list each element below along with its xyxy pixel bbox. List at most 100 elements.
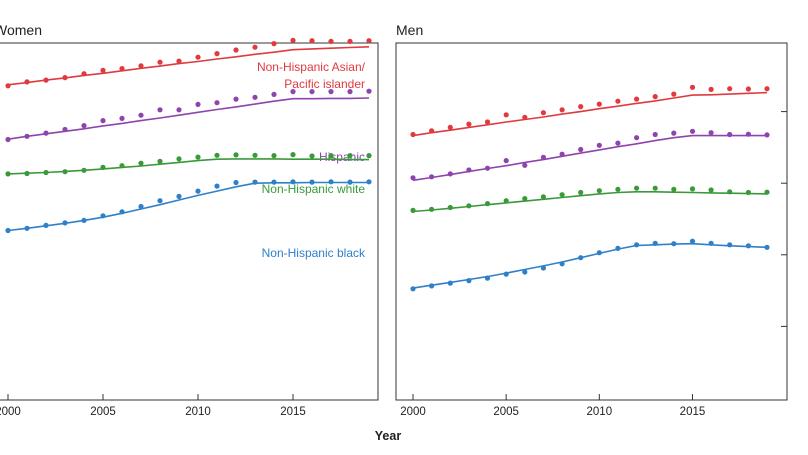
data-point <box>652 94 658 100</box>
series-2: Non-Hispanic white <box>5 152 372 196</box>
data-point <box>429 283 435 289</box>
data-point <box>745 189 752 196</box>
trend-line <box>412 242 768 289</box>
data-point <box>764 189 770 195</box>
data-point <box>522 196 528 202</box>
data-point <box>81 167 87 173</box>
data-point <box>43 169 49 176</box>
data-point <box>764 244 770 250</box>
data-point <box>62 126 68 133</box>
data-point <box>708 187 714 193</box>
data-point <box>252 179 258 185</box>
x-tick-label: 2000 <box>0 406 21 418</box>
data-point <box>119 209 125 215</box>
data-point <box>176 107 182 113</box>
data-point <box>157 59 163 65</box>
data-point <box>24 133 30 139</box>
series-label: Pacific islander <box>284 77 365 91</box>
data-point <box>484 201 491 207</box>
series-1 <box>410 128 770 182</box>
series-2 <box>410 185 770 213</box>
series-label: Non-Hispanic white <box>262 182 366 196</box>
data-point <box>328 38 334 45</box>
data-point <box>671 241 677 247</box>
data-point <box>689 238 696 244</box>
data-point <box>745 243 752 249</box>
series-0: Non-Hispanic Asian/Pacific islander <box>5 37 372 91</box>
data-point <box>347 153 353 159</box>
data-point <box>347 179 353 185</box>
data-point <box>290 152 296 158</box>
data-point <box>81 123 87 129</box>
x-axis-title: Year <box>375 429 402 443</box>
data-point <box>290 89 296 95</box>
data-point <box>347 38 353 45</box>
data-point <box>540 265 547 271</box>
data-point <box>100 118 106 124</box>
data-point <box>43 130 49 136</box>
data-point <box>559 107 565 113</box>
data-point <box>652 240 658 246</box>
panel-women: Women 2000 2005 2010 2015 Non-Hispanic Asian/… <box>0 22 379 418</box>
data-point <box>290 179 296 185</box>
data-point <box>366 153 372 159</box>
data-point <box>708 130 714 136</box>
trend-line <box>7 46 370 86</box>
trend-line <box>7 97 370 140</box>
data-point <box>522 162 528 168</box>
data-point <box>578 255 584 261</box>
data-point <box>176 193 182 199</box>
data-point <box>466 167 472 173</box>
data-point <box>671 91 677 97</box>
data-point <box>5 227 11 234</box>
x-tick-label: 2010 <box>587 406 613 418</box>
data-point <box>252 152 258 158</box>
data-point <box>119 115 125 121</box>
data-point <box>81 71 87 77</box>
data-point <box>764 132 770 138</box>
data-point <box>671 130 677 136</box>
data-point <box>689 128 696 134</box>
data-point <box>366 88 372 94</box>
data-point <box>138 160 144 166</box>
data-point <box>503 112 509 118</box>
data-point <box>708 240 714 246</box>
x-tick-label: 2015 <box>680 406 706 418</box>
data-point <box>81 217 87 223</box>
data-point <box>309 179 315 185</box>
data-point <box>100 67 106 73</box>
data-point <box>559 261 565 267</box>
data-point <box>745 131 752 137</box>
data-point <box>5 136 11 143</box>
data-point <box>309 38 315 44</box>
data-point <box>195 188 201 194</box>
data-point <box>43 77 49 83</box>
series-3 <box>410 238 770 292</box>
data-point <box>157 158 163 164</box>
data-point <box>689 84 696 90</box>
trend-line <box>412 91 768 137</box>
data-point <box>62 169 68 175</box>
data-point <box>157 107 163 113</box>
data-point <box>328 89 334 95</box>
panel-frame <box>0 42 379 401</box>
data-point <box>5 83 11 89</box>
data-point <box>157 198 163 204</box>
data-point <box>271 179 277 185</box>
data-point <box>195 154 201 160</box>
data-point <box>484 165 491 171</box>
data-point <box>727 131 733 138</box>
data-point <box>484 275 491 281</box>
data-point <box>447 204 453 211</box>
data-point <box>271 91 277 97</box>
data-point <box>522 114 528 120</box>
data-point <box>195 54 201 60</box>
data-point <box>596 101 602 107</box>
data-point <box>559 151 565 157</box>
data-point <box>5 171 11 177</box>
data-point <box>596 142 602 148</box>
data-point <box>138 63 144 69</box>
series-label: Non-Hispanic Asian/ <box>257 60 366 74</box>
data-point <box>764 86 770 92</box>
